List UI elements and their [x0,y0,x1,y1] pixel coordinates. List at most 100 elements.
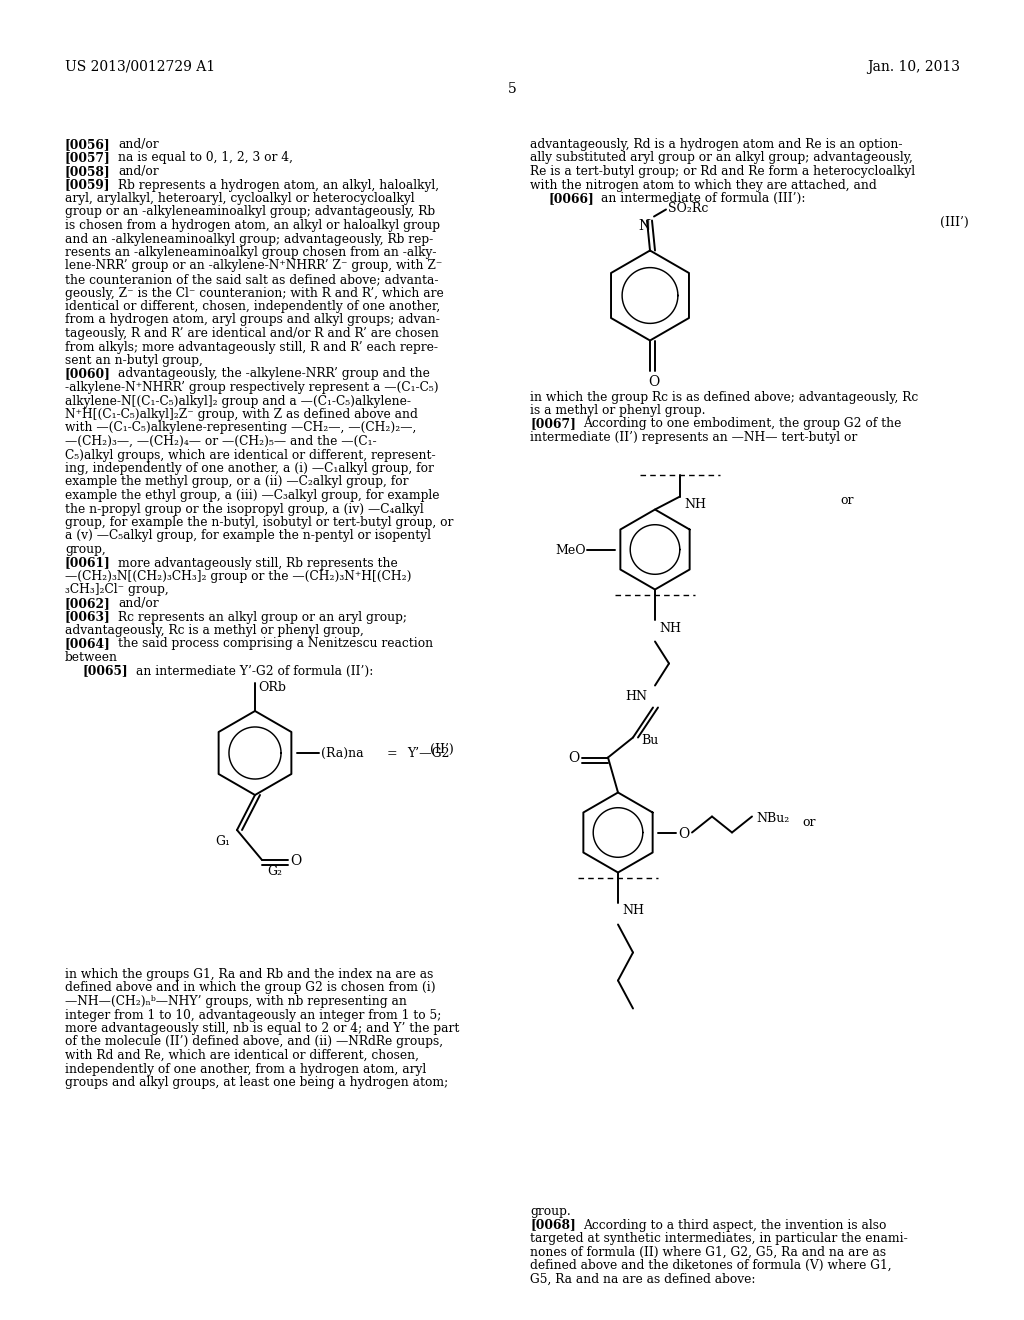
Text: lene-NRR’ group or an -alkylene-N⁺NHRR’ Z⁻ group, with Z⁻: lene-NRR’ group or an -alkylene-N⁺NHRR’ … [65,260,442,272]
Text: group or an -alkyleneaminoalkyl group; advantageously, Rb: group or an -alkyleneaminoalkyl group; a… [65,206,435,219]
Text: defined above and the diketones of formula (V) where G1,: defined above and the diketones of formu… [530,1259,892,1272]
Text: -alkylene-N⁺NHRR’ group respectively represent a —(C₁-C₅): -alkylene-N⁺NHRR’ group respectively rep… [65,381,438,393]
Text: resents an -alkyleneaminoalkyl group chosen from an -alky-: resents an -alkyleneaminoalkyl group cho… [65,246,436,259]
Text: According to a third aspect, the invention is also: According to a third aspect, the inventi… [583,1218,887,1232]
Text: C₅)alkyl groups, which are identical or different, represent-: C₅)alkyl groups, which are identical or … [65,449,435,462]
Text: the n-propyl group or the isopropyl group, a (iv) —C₄alkyl: the n-propyl group or the isopropyl grou… [65,503,424,516]
Text: example the ethyl group, a (iii) —C₃alkyl group, for example: example the ethyl group, a (iii) —C₃alky… [65,488,439,502]
Text: Rb represents a hydrogen atom, an alkyl, haloalkyl,: Rb represents a hydrogen atom, an alkyl,… [118,178,439,191]
Text: sent an n-butyl group,: sent an n-butyl group, [65,354,203,367]
Text: Re is a tert-butyl group; or Rd and Re form a heterocycloalkyl: Re is a tert-butyl group; or Rd and Re f… [530,165,915,178]
Text: NBu₂: NBu₂ [756,813,790,825]
Text: and/or: and/or [118,139,159,150]
Text: with —(C₁-C₅)alkylene-representing —CH₂—, —(CH₂)₂—,: with —(C₁-C₅)alkylene-representing —CH₂—… [65,421,417,434]
Text: O: O [290,854,301,869]
Text: MeO: MeO [555,544,586,557]
Text: (Ra)na: (Ra)na [321,747,364,760]
Text: groups and alkyl groups, at least one being a hydrogen atom;: groups and alkyl groups, at least one be… [65,1076,449,1089]
Text: defined above and in which the group G2 is chosen from (i): defined above and in which the group G2 … [65,982,435,994]
Text: and/or: and/or [118,165,159,178]
Text: with Rd and Re, which are identical or different, chosen,: with Rd and Re, which are identical or d… [65,1049,419,1063]
Text: alkylene-N[(C₁-C₅)alkyl]₂ group and a —(C₁-C₅)alkylene-: alkylene-N[(C₁-C₅)alkyl]₂ group and a —(… [65,395,411,408]
Text: N: N [638,219,650,232]
Text: Rc represents an alkyl group or an aryl group;: Rc represents an alkyl group or an aryl … [118,610,407,623]
Text: O: O [678,826,689,841]
Text: HN: HN [625,689,647,702]
Text: NH: NH [622,904,644,917]
Text: advantageously, Rc is a methyl or phenyl group,: advantageously, Rc is a methyl or phenyl… [65,624,364,638]
Text: the counteranion of the said salt as defined above; advanta-: the counteranion of the said salt as def… [65,273,438,286]
Text: NH: NH [659,622,681,635]
Text: group, for example the n-butyl, isobutyl or tert-butyl group, or: group, for example the n-butyl, isobutyl… [65,516,454,529]
Text: with the nitrogen atom to which they are attached, and: with the nitrogen atom to which they are… [530,178,877,191]
Text: N⁺H[(C₁-C₅)alkyl]₂Z⁻ group, with Z as defined above and: N⁺H[(C₁-C₅)alkyl]₂Z⁻ group, with Z as de… [65,408,418,421]
Text: (II’): (II’) [430,743,454,756]
Text: [0064]: [0064] [65,638,111,651]
Text: [0059]: [0059] [65,178,111,191]
Text: (III’): (III’) [940,215,969,228]
Text: from a hydrogen atom, aryl groups and alkyl groups; advan-: from a hydrogen atom, aryl groups and al… [65,314,440,326]
Text: ally substituted aryl group or an alkyl group; advantageously,: ally substituted aryl group or an alkyl … [530,152,912,165]
Text: intermediate (II’) represents an —NH— tert-butyl or: intermediate (II’) represents an —NH— te… [530,432,857,444]
Text: of the molecule (II’) defined above, and (ii) —NRdRe groups,: of the molecule (II’) defined above, and… [65,1035,443,1048]
Text: more advantageously still, nb is equal to 2 or 4; and Y’ the part: more advantageously still, nb is equal t… [65,1022,460,1035]
Text: Jan. 10, 2013: Jan. 10, 2013 [867,59,961,74]
Text: SO₂Rc: SO₂Rc [668,202,709,215]
Text: integer from 1 to 10, advantageously an integer from 1 to 5;: integer from 1 to 10, advantageously an … [65,1008,441,1022]
Text: group,: group, [65,543,105,556]
Text: G₁: G₁ [215,836,230,847]
Text: aryl, arylalkyl, heteroaryl, cycloalkyl or heterocycloalkyl: aryl, arylalkyl, heteroaryl, cycloalkyl … [65,191,415,205]
Text: 5: 5 [508,82,516,96]
Text: or: or [840,495,853,507]
Text: —(CH₂)₃N[(CH₂)₃CH₃]₂ group or the —(CH₂)₃N⁺H[(CH₂): —(CH₂)₃N[(CH₂)₃CH₃]₂ group or the —(CH₂)… [65,570,412,583]
Text: [0062]: [0062] [65,597,111,610]
Text: O: O [568,751,580,766]
Text: advantageously, Rd is a hydrogen atom and Re is an option-: advantageously, Rd is a hydrogen atom an… [530,139,902,150]
Text: from alkyls; more advantageously still, R and R’ each repre-: from alkyls; more advantageously still, … [65,341,438,354]
Text: US 2013/0012729 A1: US 2013/0012729 A1 [65,59,215,74]
Text: group.: group. [530,1205,570,1218]
Text: [0063]: [0063] [65,610,111,623]
Text: advantageously, the -alkylene-NRR’ group and the: advantageously, the -alkylene-NRR’ group… [118,367,430,380]
Text: Y’—G2: Y’—G2 [407,747,450,760]
Text: targeted at synthetic intermediates, in particular the enami-: targeted at synthetic intermediates, in … [530,1232,907,1245]
Text: —(CH₂)₃—, —(CH₂)₄— or —(CH₂)₅— and the —(C₁-: —(CH₂)₃—, —(CH₂)₄— or —(CH₂)₅— and the —… [65,436,377,447]
Text: [0060]: [0060] [65,367,111,380]
Text: nones of formula (II) where G1, G2, G5, Ra and na are as: nones of formula (II) where G1, G2, G5, … [530,1246,886,1258]
Text: —NH—(CH₂)ₙᵇ—NHY’ groups, with nb representing an: —NH—(CH₂)ₙᵇ—NHY’ groups, with nb represe… [65,995,407,1008]
Text: [0056]: [0056] [65,139,111,150]
Text: tageously, R and R’ are identical and/or R and R’ are chosen: tageously, R and R’ are identical and/or… [65,327,439,341]
Text: independently of one another, from a hydrogen atom, aryl: independently of one another, from a hyd… [65,1063,426,1076]
Text: =: = [387,747,397,760]
Text: geously, Z⁻ is the Cl⁻ counteranion; with R and R’, which are: geously, Z⁻ is the Cl⁻ counteranion; wit… [65,286,443,300]
Text: is chosen from a hydrogen atom, an alkyl or haloalkyl group: is chosen from a hydrogen atom, an alkyl… [65,219,440,232]
Text: [0058]: [0058] [65,165,111,178]
Text: na is equal to 0, 1, 2, 3 or 4,: na is equal to 0, 1, 2, 3 or 4, [118,152,293,165]
Text: Bu: Bu [641,734,658,747]
Text: ORb: ORb [258,681,286,694]
Text: in which the groups G1, Ra and Rb and the index na are as: in which the groups G1, Ra and Rb and th… [65,968,433,981]
Text: an intermediate Y’-G2 of formula (II’):: an intermediate Y’-G2 of formula (II’): [136,664,374,677]
Text: identical or different, chosen, independently of one another,: identical or different, chosen, independ… [65,300,440,313]
Text: [0061]: [0061] [65,557,111,569]
Text: O: O [648,375,659,388]
Text: is a methyl or phenyl group.: is a methyl or phenyl group. [530,404,706,417]
Text: a (v) —C₅alkyl group, for example the n-pentyl or isopentyl: a (v) —C₅alkyl group, for example the n-… [65,529,431,543]
Text: G5, Ra and na are as defined above:: G5, Ra and na are as defined above: [530,1272,756,1286]
Text: NH: NH [684,499,706,511]
Text: According to one embodiment, the group G2 of the: According to one embodiment, the group G… [583,417,901,430]
Text: G₂: G₂ [267,865,282,878]
Text: and an -alkyleneaminoalkyl group; advantageously, Rb rep-: and an -alkyleneaminoalkyl group; advant… [65,232,433,246]
Text: or: or [802,817,815,829]
Text: [0067]: [0067] [530,417,575,430]
Text: [0066]: [0066] [548,191,594,205]
Text: [0068]: [0068] [530,1218,575,1232]
Text: between: between [65,651,118,664]
Text: ₃CH₃]₂Cl⁻ group,: ₃CH₃]₂Cl⁻ group, [65,583,169,597]
Text: and/or: and/or [118,597,159,610]
Text: in which the group Rc is as defined above; advantageously, Rc: in which the group Rc is as defined abov… [530,391,919,404]
Text: an intermediate of formula (III’):: an intermediate of formula (III’): [601,191,806,205]
Text: the said process comprising a Nenitzescu reaction: the said process comprising a Nenitzescu… [118,638,433,651]
Text: more advantageously still, Rb represents the: more advantageously still, Rb represents… [118,557,397,569]
Text: example the methyl group, or a (ii) —C₂alkyl group, for: example the methyl group, or a (ii) —C₂a… [65,475,409,488]
